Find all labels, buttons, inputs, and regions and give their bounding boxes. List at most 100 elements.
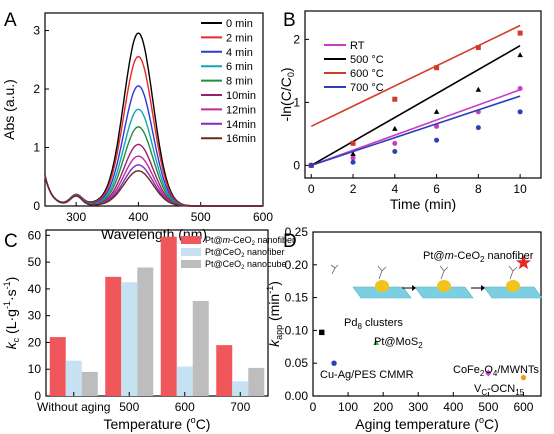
- fit-line-1: [310, 44, 521, 167]
- y-tick-label: 2: [293, 32, 300, 46]
- y-tick-label: 10: [28, 362, 42, 376]
- x-tick-label: 400: [128, 210, 148, 224]
- molecule-icon: [377, 265, 387, 280]
- legend-label-1: 500 °C: [350, 54, 384, 66]
- text-part: -OCN: [487, 383, 515, 395]
- panel-label-b: B: [283, 10, 296, 31]
- legend-label-6: 12min: [226, 104, 256, 116]
- legend-label-1: Pt@CeO2 nanofiber: [205, 247, 285, 259]
- data-point: [392, 149, 398, 155]
- x-tick-label: 600: [513, 400, 533, 414]
- text-part: nanofiber: [484, 250, 533, 262]
- arrow-head: [412, 285, 416, 291]
- plot-frame: [312, 231, 542, 397]
- data-point: [517, 52, 523, 58]
- x-axis-label: Time (min): [390, 196, 456, 212]
- molecule-icon: [508, 265, 518, 280]
- text-part: clusters: [362, 317, 403, 329]
- data-point: [434, 65, 440, 71]
- data-point: [350, 151, 356, 157]
- legend-label-3: 6 min: [226, 61, 253, 73]
- panel-c-bar-chart: 0 10 20 30 40 50 60 Without aging 500 600 700 Tempe…: [2, 228, 295, 432]
- data-point: [392, 96, 398, 102]
- x-tick-label: 600: [175, 400, 195, 414]
- y-tick-label: 60: [28, 228, 42, 242]
- legend-swatch-2: [181, 260, 201, 268]
- y-tick-label: 2: [33, 82, 40, 96]
- text-part: C): [484, 416, 499, 432]
- x-tick-label: 6: [433, 182, 440, 196]
- text-part: 2: [418, 341, 423, 350]
- x-tick-label: 100: [338, 400, 358, 414]
- x-tick-label: 500: [119, 400, 139, 414]
- fit-line-2: [310, 24, 521, 128]
- schematic-inset: [330, 264, 543, 299]
- data-point: [392, 140, 398, 146]
- text-part: (L·g: [3, 309, 19, 338]
- text-part: ): [3, 277, 19, 282]
- data-point-5: [520, 374, 527, 381]
- text-part: ): [266, 281, 282, 286]
- y-tick-label: 0.00: [285, 389, 309, 403]
- legend-label-8: 16min: [226, 133, 256, 145]
- text-part: C: [481, 388, 487, 397]
- bar-3-1: [232, 381, 249, 396]
- y-tick-label: 0.10: [285, 323, 309, 337]
- data-point-4: [485, 369, 492, 377]
- text-part: 2: [480, 369, 485, 378]
- y-tick-label: 0: [33, 199, 40, 213]
- text-part: (min: [266, 294, 282, 325]
- molecule-icon: [330, 264, 339, 275]
- y-tick-label: 3: [33, 24, 40, 38]
- point-label-0: Pt@m-CeO2 nanofiber: [423, 250, 534, 264]
- text-part: app: [274, 325, 284, 340]
- data-point: [517, 86, 523, 92]
- x-tick-label: 500: [478, 400, 498, 414]
- fit-line-3: [311, 95, 521, 167]
- legend-swatch-1: [181, 248, 201, 256]
- text-part: k: [3, 341, 19, 349]
- legend-label-2: 4 min: [226, 47, 253, 59]
- bar-1-2: [137, 267, 154, 396]
- legend-label-0: Pt@m-CeO2 nanofiber: [205, 235, 295, 247]
- panel-d-comparison: 0 100 200 300 400 500 600 0.00 0.05 0.10 0.15 0.20 0…: [265, 225, 543, 432]
- bar-1-0: [105, 276, 122, 396]
- data-point-2: [373, 339, 380, 346]
- data-point: [350, 140, 356, 146]
- text-part: k: [266, 339, 282, 347]
- data-point-0: [515, 254, 532, 270]
- text-part: 15: [515, 388, 524, 397]
- text-part: -1: [265, 286, 275, 294]
- y-axis-label: Abs (a.u.): [1, 79, 17, 140]
- arrow-head: [481, 285, 485, 291]
- bar-0-1: [65, 360, 82, 396]
- data-point: [434, 123, 440, 129]
- y-tick-label: 0.20: [285, 258, 309, 272]
- point-label-3: Cu-Ag/PES CMMR: [320, 369, 414, 381]
- text-part: nanocube: [245, 259, 287, 269]
- text-part: 2: [241, 265, 245, 271]
- x-tick-label: 200: [373, 400, 393, 414]
- plot-frame: [44, 12, 264, 207]
- text-part: ·s: [3, 289, 19, 301]
- x-axis-label: Aging temperature (oC): [355, 415, 499, 432]
- data-point-3: [331, 360, 337, 366]
- text-part: -CeO: [454, 250, 481, 262]
- point-label-2: Pt@MoS2: [374, 336, 423, 350]
- y-tick-label: 0: [34, 389, 41, 403]
- text-part: -CeO: [230, 235, 252, 245]
- data-point: [517, 30, 523, 36]
- x-tick-label: 4: [391, 182, 398, 196]
- text-part: 2: [480, 255, 485, 264]
- spectrum-line-8: [44, 170, 263, 207]
- x-tick-label: Without aging: [37, 400, 110, 414]
- legend-label-3: 700 °C: [350, 82, 384, 94]
- legend-swatch-0: [181, 236, 201, 244]
- legend-label-1: 2 min: [226, 32, 253, 44]
- text-part: ): [278, 67, 294, 72]
- text-part: 2: [241, 253, 245, 259]
- point-label-5: VC-OCN15: [474, 383, 525, 397]
- y-tick-label: 40: [28, 282, 42, 296]
